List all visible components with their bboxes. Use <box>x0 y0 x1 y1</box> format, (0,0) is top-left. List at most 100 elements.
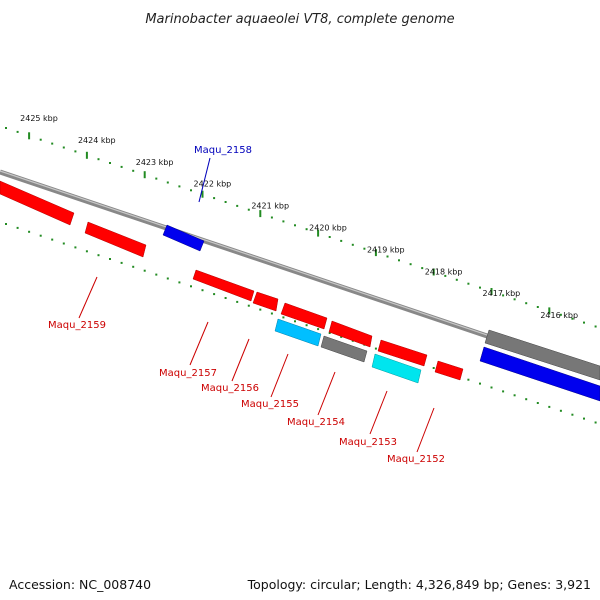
gene-arrow[interactable] <box>320 335 368 363</box>
minor-tick <box>363 247 366 250</box>
minor-tick <box>16 130 19 133</box>
minor-tick <box>155 273 158 276</box>
minor-tick <box>28 230 31 233</box>
minor-tick <box>282 316 285 319</box>
gene-label: Maqu_2156 <box>201 383 259 394</box>
minor-tick <box>62 146 65 149</box>
minor-tick <box>282 220 285 223</box>
minor-tick <box>594 325 597 328</box>
minor-tick <box>513 298 516 301</box>
minor-tick <box>351 243 354 246</box>
minor-tick <box>5 223 7 225</box>
minor-tick <box>490 386 493 389</box>
minor-tick <box>559 313 562 316</box>
leader-line <box>78 276 98 319</box>
scale-label: 2420 kbp <box>309 224 347 233</box>
gene-arrow[interactable] <box>252 291 279 312</box>
minor-tick <box>39 138 42 141</box>
gene-arrow[interactable] <box>434 360 464 381</box>
gene-label: Maqu_2155 <box>241 399 299 410</box>
minor-tick <box>421 267 424 270</box>
minor-tick <box>132 265 135 268</box>
gene-label: Maqu_2158 <box>194 145 252 156</box>
major-tick <box>317 229 320 237</box>
minor-tick <box>97 254 100 257</box>
minor-tick <box>294 320 296 323</box>
minor-tick <box>305 324 308 327</box>
minor-tick <box>109 258 111 260</box>
minor-tick <box>594 421 597 424</box>
gene-label: Maqu_2159 <box>48 320 106 331</box>
scale-label: 2425 kbp <box>20 114 58 123</box>
minor-tick <box>571 413 574 416</box>
gene-arrow[interactable] <box>192 269 255 302</box>
minor-tick <box>513 394 516 397</box>
minor-tick <box>16 226 19 229</box>
scale-label: 2417 kbp <box>483 289 521 298</box>
minor-tick <box>409 263 412 266</box>
major-tick <box>548 307 551 315</box>
minor-tick <box>51 238 54 241</box>
minor-tick <box>444 274 447 277</box>
gene-label: Maqu_2157 <box>159 368 217 379</box>
upper-tick-track <box>5 127 597 328</box>
gene-label: Maqu_2154 <box>287 417 345 428</box>
gene-arrow[interactable] <box>0 180 75 226</box>
gene-arrow[interactable] <box>377 339 428 367</box>
minor-tick <box>224 297 227 299</box>
minor-tick <box>386 255 389 258</box>
minor-tick <box>548 405 551 408</box>
minor-tick <box>398 259 400 262</box>
minor-tick <box>109 162 111 164</box>
minor-tick <box>502 294 505 297</box>
minor-tick <box>120 165 123 168</box>
gene-arrow[interactable] <box>84 221 147 258</box>
gene-arrow[interactable] <box>484 329 600 381</box>
minor-tick <box>247 208 250 211</box>
major-tick <box>259 210 262 218</box>
major-tick <box>201 190 204 198</box>
leader-line <box>369 390 388 435</box>
leader-line <box>198 157 211 203</box>
minor-tick <box>432 367 435 369</box>
minor-tick <box>51 142 54 145</box>
scale-labels: 2425 kbp 2424 kbp 2423 kbp 2422 kbp 2421 kbp… <box>20 114 578 320</box>
minor-tick <box>213 293 216 296</box>
gene-arrow[interactable] <box>162 224 205 252</box>
gene-arrow[interactable] <box>328 320 373 348</box>
minor-tick <box>536 306 539 308</box>
minor-tick <box>236 204 239 207</box>
scale-label: 2424 kbp <box>78 136 116 145</box>
scale-label: 2422 kbp <box>194 180 232 189</box>
minor-tick <box>178 185 181 188</box>
major-tick <box>374 249 377 257</box>
minor-tick <box>143 269 146 272</box>
major-tick <box>28 132 31 140</box>
gene-arrow[interactable] <box>371 353 422 384</box>
minor-tick <box>525 302 528 305</box>
gene-arrow[interactable] <box>280 302 328 330</box>
major-tick <box>432 268 435 276</box>
minor-tick <box>467 282 470 285</box>
minor-tick <box>455 278 458 281</box>
minor-tick <box>97 158 100 161</box>
accession-text: Accession: NC_008740 <box>9 577 152 592</box>
minor-tick <box>525 398 528 401</box>
major-tick <box>490 288 493 295</box>
minor-tick <box>294 224 296 227</box>
major-tick <box>85 151 88 159</box>
major-tick <box>143 171 146 179</box>
minor-tick <box>74 246 77 249</box>
minor-tick <box>236 300 239 303</box>
leader-line <box>416 407 435 453</box>
minor-tick <box>224 201 227 203</box>
gene-arrow[interactable] <box>274 318 322 347</box>
minor-tick <box>340 239 343 242</box>
minor-tick <box>328 332 331 334</box>
minor-tick <box>270 312 273 315</box>
leader-line <box>231 338 250 382</box>
minor-tick <box>259 308 262 311</box>
scale-label: 2423 kbp <box>136 158 174 167</box>
gene-arrow[interactable] <box>479 346 600 402</box>
